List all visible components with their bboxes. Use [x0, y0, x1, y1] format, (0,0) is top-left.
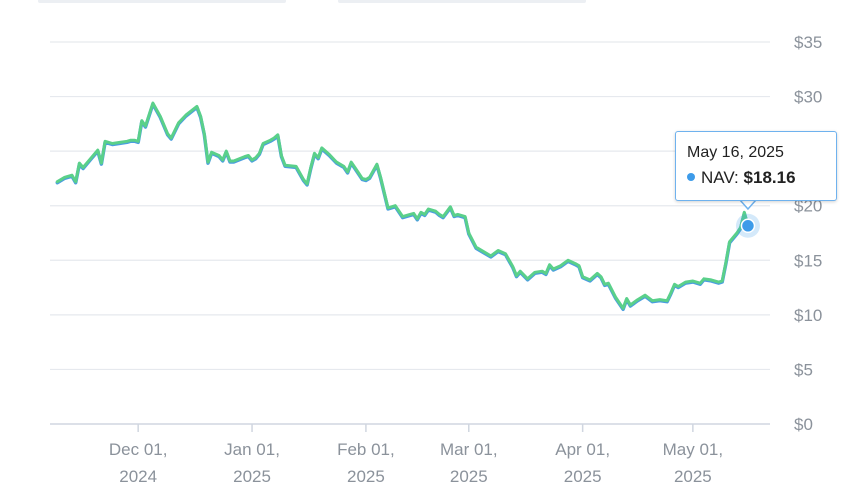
x-tick-label-line2: 2025	[674, 467, 712, 486]
y-tick-label: $35	[794, 33, 822, 52]
tab-stub-left[interactable]	[38, 0, 286, 3]
y-axis-ticks: $0$5$10$15$20$25$30$35	[794, 33, 822, 434]
x-tick-label-line1: Apr 01,	[555, 440, 610, 459]
x-tick-label-line1: Dec 01,	[109, 440, 168, 459]
series-line	[55, 101, 750, 310]
tooltip-date: May 16, 2025	[687, 144, 784, 161]
y-tick-label: $20	[794, 197, 822, 216]
x-tick-label-line1: Mar 01,	[440, 440, 498, 459]
top-tab-strip	[0, 0, 850, 4]
tooltip-series-label: NAV:	[701, 168, 739, 187]
x-tick-label-line1: May 01,	[663, 440, 723, 459]
chart-tooltip: May 16, 2025 NAV: $18.16	[675, 131, 837, 201]
y-tick-label: $15	[794, 251, 822, 270]
y-tick-label: $10	[794, 306, 822, 325]
y-tick-label: $30	[794, 88, 822, 107]
x-tick-label-line1: Feb 01,	[337, 440, 395, 459]
tooltip-value-row: NAV: $18.16	[687, 168, 796, 188]
series-line-shadow	[55, 102, 750, 312]
x-tick-label-line2: 2024	[119, 467, 157, 486]
x-axis: Dec 01, 2024 Jan 01, 2025 Feb 01, 2025 Mar 01,…	[109, 424, 723, 486]
x-tick-label-line2: 2025	[233, 467, 271, 486]
highlight-marker-group	[735, 199, 760, 238]
tooltip-pointer	[738, 199, 758, 211]
tab-stub-right[interactable]	[338, 0, 586, 3]
x-tick-label-line1: Jan 01,	[224, 440, 280, 459]
x-tick-label-line2: 2025	[347, 467, 385, 486]
y-tick-label: $5	[794, 360, 813, 379]
x-tick-label-line2: 2025	[450, 467, 488, 486]
highlight-point	[740, 218, 756, 234]
series-dot-icon	[687, 172, 695, 181]
x-tick-label-line2: 2025	[564, 467, 602, 486]
y-tick-label: $0	[794, 415, 813, 434]
tooltip-value: $18.16	[743, 168, 796, 187]
series-lines	[55, 101, 750, 312]
grid-lines	[50, 41, 770, 425]
